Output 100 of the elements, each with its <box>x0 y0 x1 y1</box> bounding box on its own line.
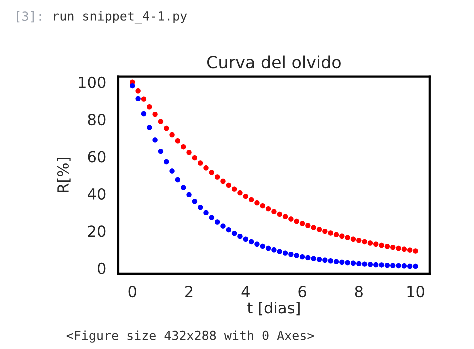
point <box>164 159 170 165</box>
point <box>272 248 277 253</box>
point <box>356 238 362 244</box>
point <box>214 220 220 225</box>
point <box>220 178 226 184</box>
point <box>260 244 266 250</box>
point <box>266 206 272 212</box>
point <box>345 260 350 266</box>
point <box>379 262 384 268</box>
point <box>340 260 345 266</box>
point <box>198 204 204 210</box>
y-axis-title: R[%] <box>57 158 71 192</box>
point <box>130 83 136 89</box>
point <box>248 197 254 203</box>
point <box>232 186 238 192</box>
point <box>209 170 215 176</box>
point <box>254 200 260 206</box>
point <box>288 216 294 222</box>
point <box>209 215 215 220</box>
point <box>390 263 396 268</box>
chart-title: Curva del olvido <box>208 56 341 69</box>
point <box>170 132 175 138</box>
y-tick-label: 40 <box>88 188 106 200</box>
x-tick-label: 2 <box>186 286 193 298</box>
x-tick-label: 6 <box>298 286 306 298</box>
point <box>192 155 198 161</box>
point <box>368 240 374 246</box>
point <box>408 248 413 253</box>
point <box>164 126 170 132</box>
point <box>220 224 226 229</box>
point <box>192 199 198 204</box>
point <box>340 234 345 239</box>
point <box>152 112 158 118</box>
point <box>413 264 418 270</box>
point <box>186 150 192 156</box>
point <box>350 236 356 242</box>
point <box>356 261 362 267</box>
point <box>175 177 181 183</box>
point <box>260 203 266 209</box>
point <box>350 260 356 266</box>
point <box>374 262 379 268</box>
point <box>272 209 277 214</box>
point <box>362 262 368 267</box>
point <box>288 252 294 258</box>
y-tick-label: 80 <box>88 114 106 126</box>
point <box>282 250 288 256</box>
point <box>186 192 192 198</box>
point <box>277 249 282 254</box>
point <box>390 244 396 250</box>
point <box>204 166 209 171</box>
point <box>158 119 164 124</box>
point <box>226 182 232 188</box>
x-axis-title: t [dias] <box>248 302 300 316</box>
point <box>316 257 322 262</box>
point <box>306 255 311 261</box>
point <box>141 111 147 117</box>
y-tick-label: 0 <box>98 262 106 274</box>
point <box>158 148 164 154</box>
point <box>243 236 248 242</box>
point <box>136 96 141 102</box>
point <box>396 263 402 269</box>
text: run snippet_4-1.py <box>54 11 188 24</box>
point <box>300 254 306 260</box>
point <box>254 242 260 247</box>
point <box>368 262 374 268</box>
text: <Figure size 432x288 with 0 Axes> <box>66 330 314 343</box>
point <box>408 264 413 270</box>
y-tick-label: 20 <box>88 226 106 238</box>
point <box>294 253 300 258</box>
x-tick-label: 8 <box>355 286 363 298</box>
y-tick-label: 100 <box>79 76 106 88</box>
x-tick-label: 10 <box>408 286 424 298</box>
point <box>334 232 340 238</box>
point <box>282 214 288 220</box>
point <box>294 218 300 224</box>
point <box>384 262 390 268</box>
point <box>311 225 316 230</box>
point <box>402 246 408 252</box>
point <box>345 235 350 240</box>
point <box>198 160 204 166</box>
text: [3]: <box>17 11 42 23</box>
point <box>384 244 390 250</box>
point <box>147 125 152 130</box>
point <box>141 96 147 102</box>
point <box>316 227 322 232</box>
point <box>152 138 158 143</box>
point <box>311 256 316 262</box>
point <box>396 246 402 252</box>
point <box>147 104 152 110</box>
point <box>238 190 243 196</box>
point <box>181 185 186 190</box>
point <box>266 246 272 252</box>
point <box>374 242 379 247</box>
point <box>232 231 238 236</box>
point <box>322 258 328 263</box>
point <box>328 258 334 264</box>
point <box>322 228 328 234</box>
point <box>277 212 282 218</box>
point <box>226 227 232 233</box>
point <box>306 223 311 228</box>
